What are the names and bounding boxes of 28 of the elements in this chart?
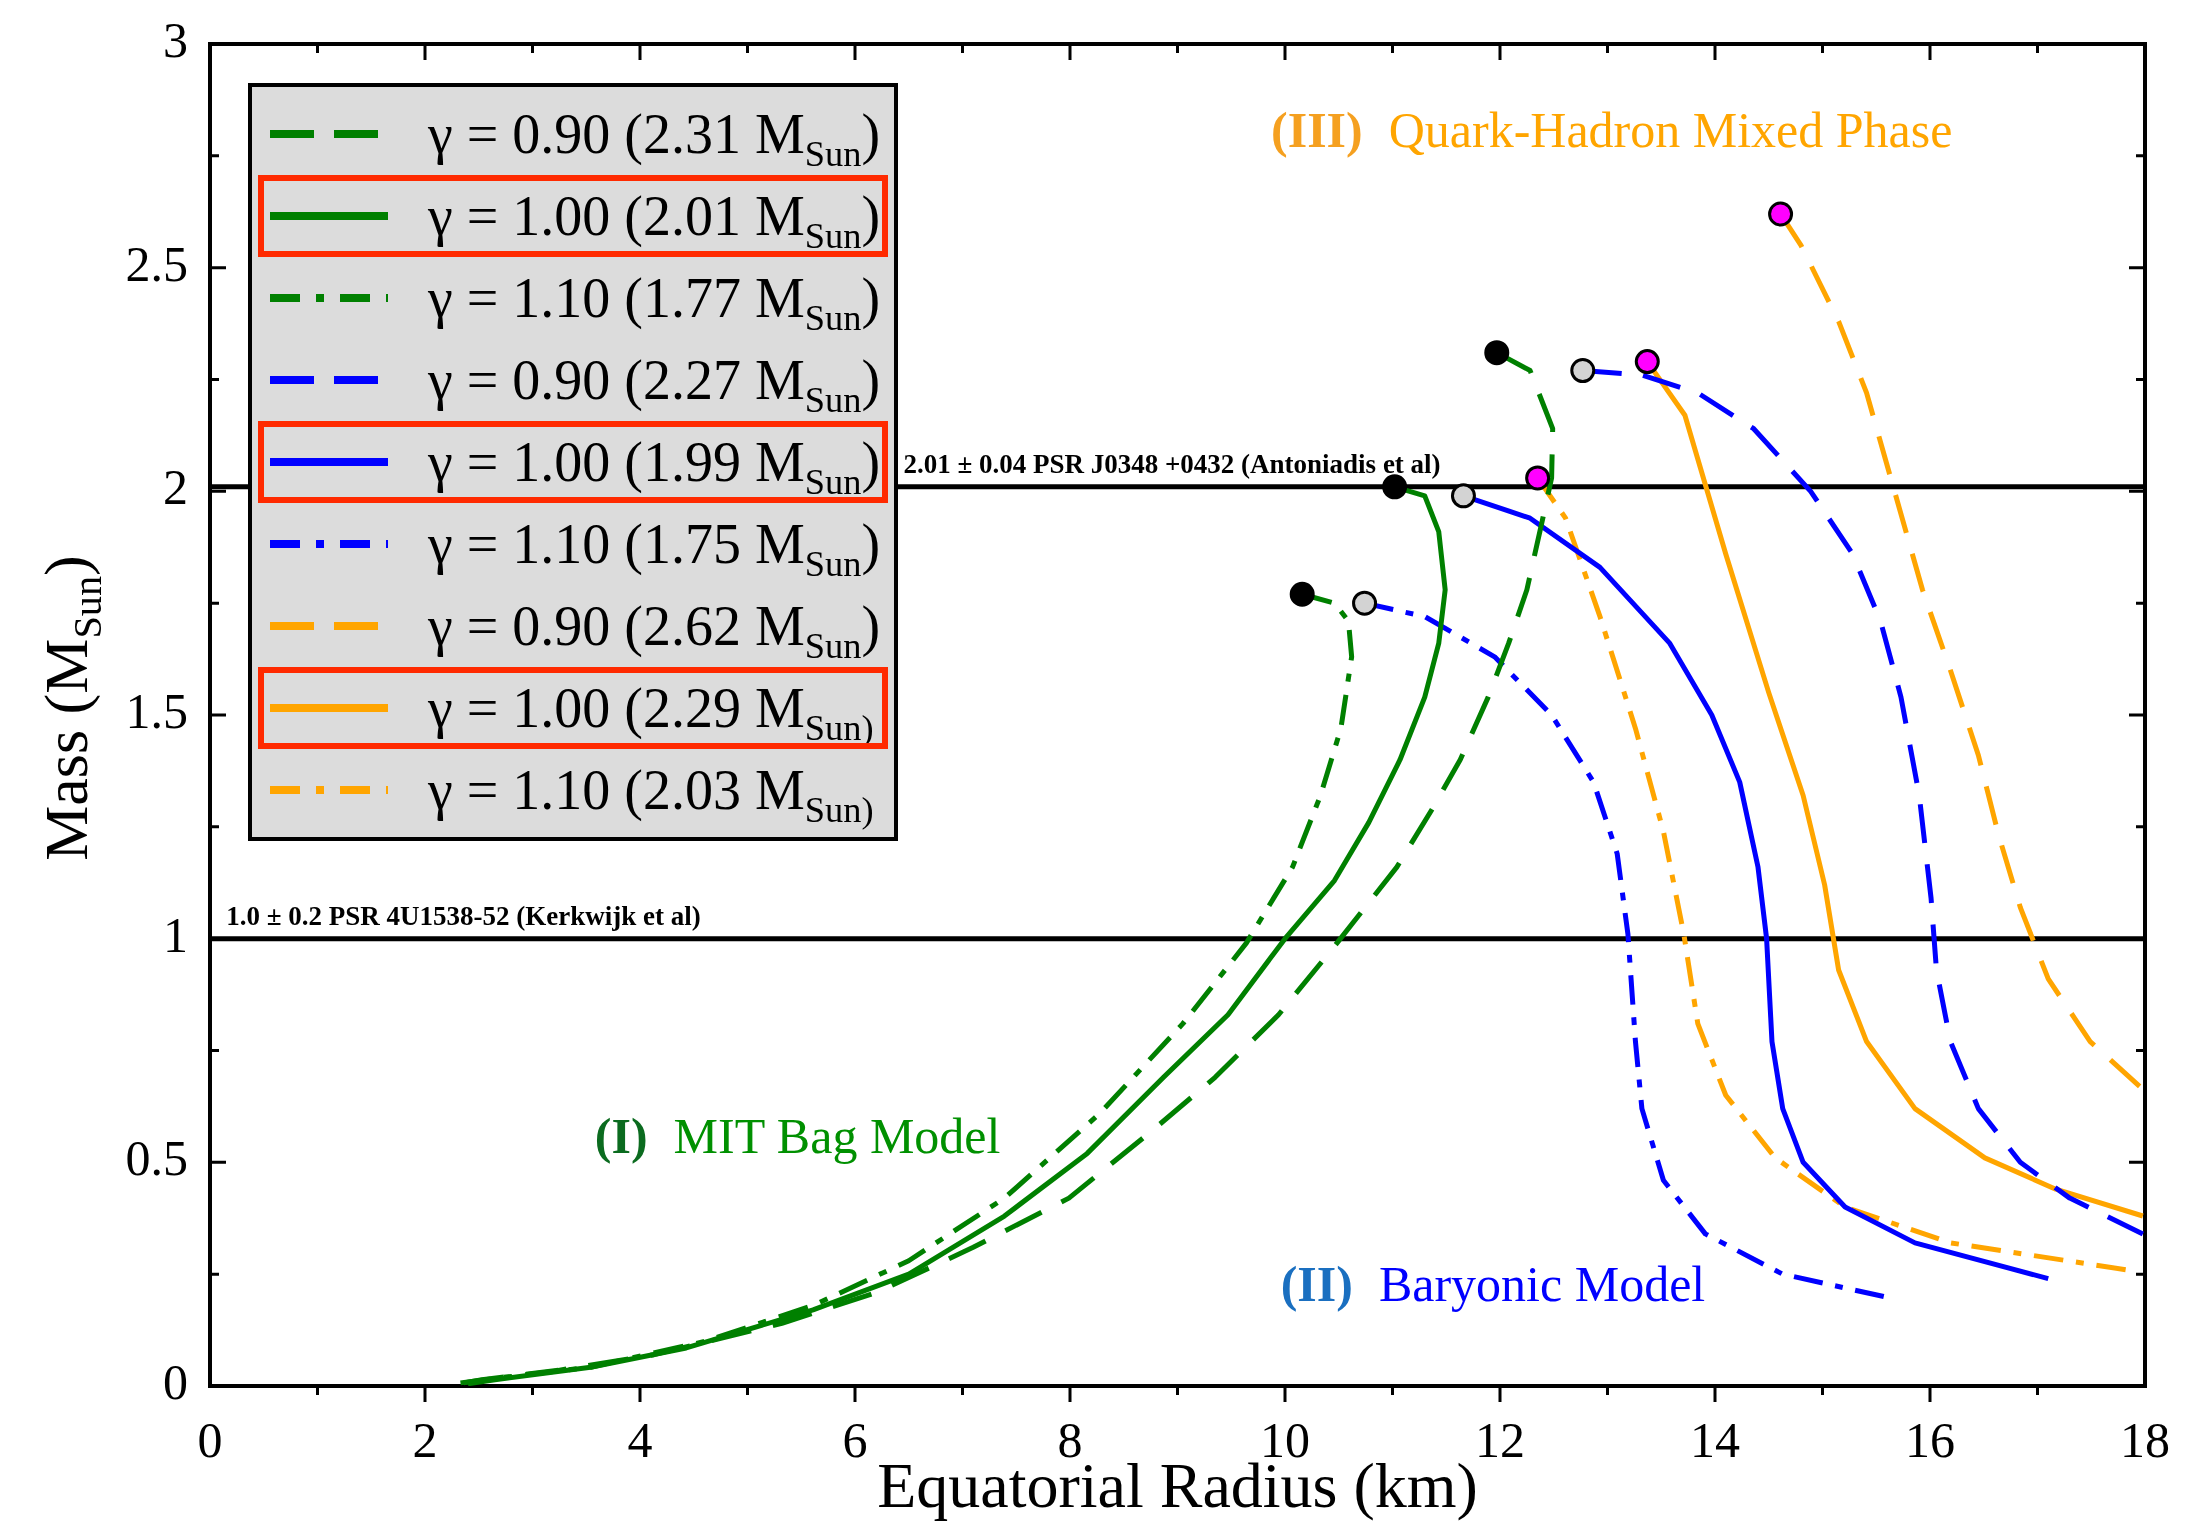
legend-label: γ = 1.10 (1.77 M$_{Sun}$) [428,266,881,338]
x-tick-label: 14 [1690,1412,1740,1469]
x-tick-label: 12 [1475,1412,1525,1469]
y-tick-label: 1 [163,906,188,963]
x-tick-label: 6 [842,1412,868,1469]
y-tick-label: 0 [163,1354,188,1411]
y-tick-label: 1.5 [125,683,188,740]
x-tick-label: 16 [1905,1412,1955,1469]
legend-label: γ = 1.10 (1.75 M$_{Sun}$) [428,512,881,584]
x-tick-label: 4 [627,1412,653,1469]
annotation: (II) Baryonic Model [1280,1256,1706,1313]
legend-label: γ = 1.10 (2.03 M$_{Sun)}$ [428,758,874,830]
annotation: (I) MIT Bag Model [594,1108,1001,1165]
y-tick-label: 0.5 [125,1130,188,1187]
legend-label: γ = 1.00 (1.99 M$_{Sun}$) [428,430,881,502]
ref-line-label: 1.0 ± 0.2 PSR 4U1538-52 (Kerkwijk et al) [226,900,701,931]
legend-label: γ = 1.00 (2.29 M$_{Sun)}$ [428,676,874,748]
y-tick-label: 2 [163,459,188,516]
legend-label: γ = 0.90 (2.31 M$_{Sun}$) [428,102,881,174]
annotation: (III) Quark-Hadron Mixed Phase [1271,101,1953,158]
legend-label: γ = 0.90 (2.62 M$_{Sun}$) [428,594,881,666]
legend-label: γ = 1.00 (2.01 M$_{Sun}$) [428,184,881,256]
y-tick-label: 3 [163,12,188,69]
legend-label: γ = 0.90 (2.27 M$_{Sun}$) [428,348,881,420]
x-tick-label: 18 [2120,1412,2170,1469]
ref-line-label: 2.01 ± 0.04 PSR J0348 +0432 (Antoniadis et al) [903,448,1441,479]
y-tick-label: 2.5 [125,235,188,292]
x-tick-label: 2 [412,1412,438,1469]
